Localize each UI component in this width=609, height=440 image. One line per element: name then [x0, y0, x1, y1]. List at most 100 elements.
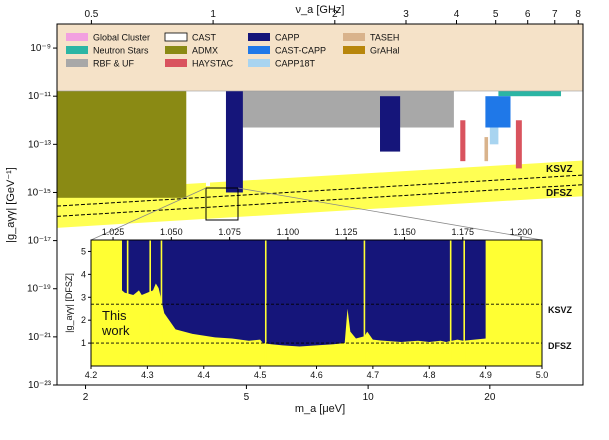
x2-tick-label: 2 [332, 9, 338, 20]
inset-x2-tick-label: 1.175 [451, 227, 474, 237]
y-tick-label: 10⁻¹³ [28, 139, 52, 150]
cast-region-box [206, 91, 210, 186]
inset-x-tick-label: 4.5 [254, 370, 267, 380]
x-tick-label: 10 [363, 392, 375, 403]
x-tick-label: 20 [484, 392, 496, 403]
y-tick-label: 10⁻¹⁹ [27, 284, 51, 295]
inset-x2-tick-label: 1.050 [160, 227, 183, 237]
legend-item: HAYSTAC [165, 59, 234, 69]
legend-swatch [248, 59, 270, 67]
qcd-band-area [57, 160, 583, 228]
inset-x2-axis: 1.025 1.050 1.075 1.100 1.125 1.150 1.175 1.200 [102, 227, 533, 240]
inset-x-tick-label: 4.6 [310, 370, 323, 380]
legend-swatch [66, 33, 88, 41]
inset-gap [160, 240, 163, 366]
model-lines [57, 174, 583, 217]
this-work-annotation: This work [101, 308, 130, 338]
exclusion-capp18t [489, 120, 499, 145]
x2-tick-label: 0.5 [84, 9, 98, 20]
legend-swatch [343, 46, 365, 54]
x2-tick-label: 5 [493, 9, 499, 20]
y-axis-label: |g_aγγ| [GeV⁻¹] [5, 167, 17, 243]
inset-ksvz-label: KSVZ [548, 305, 573, 315]
exclusion-haystac [515, 120, 522, 169]
x2-tick-label: 7 [552, 9, 558, 20]
inset-x2-tick-label: 1.075 [218, 227, 241, 237]
legend-label: Global Cluster [93, 33, 150, 43]
y-tick-label: 10⁻⁹ [30, 43, 51, 54]
exclusion-taseh [484, 137, 489, 162]
legend-swatch [66, 46, 88, 54]
legend-item: Neutron Stars [66, 46, 149, 56]
inset-x2-tick-label: 1.150 [393, 227, 416, 237]
inset-x2-tick-label: 1.125 [335, 227, 358, 237]
y-axis: 10⁻⁹ 10⁻¹¹ 10⁻¹³ 10⁻¹⁵ 10⁻¹⁷ 10⁻¹⁹ 10⁻²¹ 10⁻²³ [27, 43, 57, 391]
y-tick-label: 10⁻²¹ [28, 332, 52, 343]
legend-swatch [164, 32, 188, 42]
exclusion-capp [225, 84, 243, 193]
inset-model-lines [91, 303, 542, 344]
inset-gap [149, 240, 151, 366]
ksvz-line [57, 174, 583, 207]
main-plot-frame [56, 23, 584, 386]
legend-label: HAYSTAC [192, 59, 234, 69]
inset-x-tick-label: 4.8 [423, 370, 436, 380]
x2-tick-label: 1 [210, 9, 216, 20]
x-axis: 2 5 10 20 [83, 385, 496, 403]
x2-tick-label: 4 [454, 9, 460, 20]
legend: Global Cluster Neutron Stars RBF & UF CAST A… [66, 33, 400, 69]
legend-item: GrAHal [343, 46, 400, 56]
inset-x-tick-label: 4.7 [367, 370, 380, 380]
inset-x2-tick-label: 1.200 [510, 227, 533, 237]
inset-gap [363, 240, 366, 366]
exclusion-cast-capp [485, 96, 511, 128]
inset-y-tick-label: 5 [81, 246, 86, 256]
inset-y-tick-label: 4 [81, 269, 86, 279]
dfsz-line [57, 184, 583, 217]
inset-x2-tick-label: 1.100 [277, 227, 300, 237]
inset-x-tick-label: 4.2 [85, 370, 98, 380]
x2-tick-label: 3 [403, 9, 409, 20]
inset-capp-exclusion [122, 240, 486, 347]
inset-gap [449, 240, 452, 366]
inset-x2-tick-label: 1.025 [102, 227, 125, 237]
legend-item: RBF & UF [66, 59, 135, 69]
x2-axis: 0.5 1 2 3 4 5 6 7 8 [84, 9, 581, 24]
legend-label: ADMX [192, 46, 218, 56]
inset-x-tick-label: 5.0 [536, 370, 549, 380]
legend-label: TASEH [370, 33, 399, 43]
x2-tick-label: 8 [575, 9, 581, 20]
legend-label: Neutron Stars [93, 46, 149, 56]
exclusion-admx [57, 72, 187, 198]
legend-item: CAPP [248, 33, 300, 43]
qcd-band [57, 160, 583, 228]
exclusion-rbf-uf [227, 84, 454, 128]
legend-label: CAPP [275, 33, 300, 43]
legend-item: CAPP18T [248, 59, 316, 69]
inset-x-tick-label: 4.3 [141, 370, 154, 380]
inset-gap [264, 240, 267, 366]
legend-label: GrAHal [370, 46, 400, 56]
x2-tick-label: 6 [525, 9, 531, 20]
legend-swatch [248, 33, 270, 41]
legend-label: CAST-CAPP [275, 46, 326, 56]
inset-y-tick-label: 2 [81, 315, 86, 325]
legend-item: ADMX [165, 46, 218, 56]
inset-exclusion [122, 240, 486, 366]
inset-gap [126, 240, 129, 366]
y-tick-label: 10⁻¹⁵ [27, 187, 51, 198]
inset-y-axis-label: |g_aγγ| [DFSZ] [64, 273, 74, 333]
inset-y-axis: 1 2 3 4 5 [81, 246, 91, 348]
legend-swatch [248, 46, 270, 54]
inset-dfsz-label: DFSZ [548, 341, 572, 351]
legend-item: CAST [164, 32, 217, 43]
inset-x-tick-label: 4.4 [197, 370, 210, 380]
main-plot [57, 24, 583, 228]
legend-label: CAPP18T [275, 59, 316, 69]
dfsz-label: DFSZ [546, 188, 572, 199]
legend-swatch [66, 59, 88, 67]
zoom-connector-right [237, 187, 543, 241]
y-tick-label: 10⁻²³ [28, 380, 52, 391]
inset-y-tick-label: 3 [81, 292, 86, 302]
